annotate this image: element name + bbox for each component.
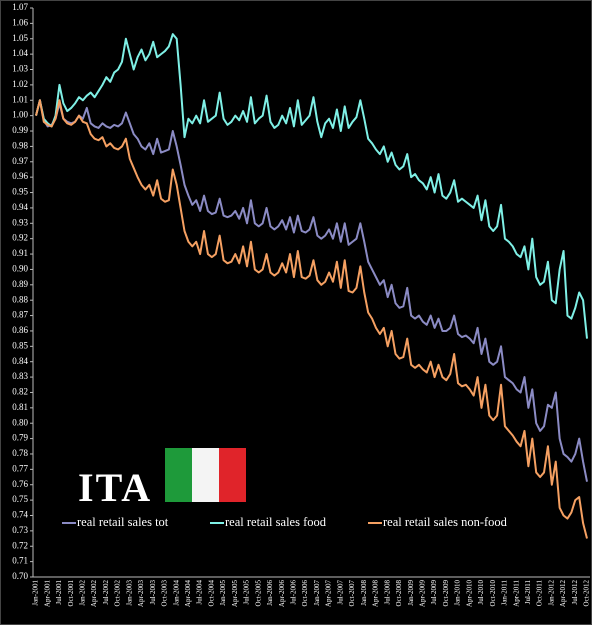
y-tick-label: 1.04 [12, 48, 28, 58]
y-tick-label: 0.87 [12, 310, 28, 320]
y-tick-label: 1.02 [12, 79, 28, 89]
y-tick-label: 0.83 [12, 371, 28, 381]
y-tick-label: 0.90 [12, 263, 28, 273]
x-tick-label: Apr-2002 [90, 580, 98, 608]
y-tick-label: 0.94 [12, 202, 28, 212]
x-tick-label: Jan-2004 [172, 580, 180, 606]
x-tick-label: Apr-2007 [325, 580, 333, 608]
y-tick-label: 0.71 [12, 556, 28, 566]
x-tick-label: Apr-2009 [418, 580, 426, 608]
x-tick-label: Jan-2009 [407, 580, 415, 606]
y-tick-label: 0.78 [12, 448, 28, 458]
y-tick-label: 1.06 [12, 17, 28, 27]
x-tick-label: Jul-2005 [243, 580, 251, 605]
series-line [35, 33, 588, 339]
x-tick-label: Jul-2007 [336, 580, 344, 605]
y-tick-label: 0.92 [12, 233, 28, 243]
x-tick-label: Oct-2007 [348, 580, 356, 607]
x-tick-label: Oct-2009 [442, 580, 450, 607]
x-tick-label: Jan-2008 [360, 580, 368, 606]
y-tick-label: 0.76 [12, 479, 28, 489]
y-tick-label: 0.80 [12, 417, 28, 427]
x-tick-label: Jul-2008 [383, 580, 391, 605]
x-tick-label: Oct-2002 [114, 580, 122, 607]
x-tick-label: Jul-2003 [149, 580, 157, 605]
x-tick-label: Oct-2006 [301, 580, 309, 607]
x-tick-label: Oct-2003 [161, 580, 169, 607]
y-tick-label: 0.89 [12, 279, 28, 289]
annotation: ITA [78, 465, 152, 510]
y-tick-label: 0.85 [12, 340, 28, 350]
y-tick-label: 0.98 [12, 140, 28, 150]
x-tick-label: Oct-2001 [67, 580, 75, 607]
x-tick-label: Jan-2001 [32, 580, 40, 606]
x-tick-label: Jan-2003 [125, 580, 133, 606]
x-tick-label: Oct-2010 [489, 580, 497, 607]
x-tick-label: Apr-2003 [137, 580, 145, 608]
x-tick-label: Jan-2006 [266, 580, 274, 606]
y-tick-label: 1.07 [12, 2, 28, 12]
x-tick-label: Jul-2012 [571, 580, 579, 605]
flag [165, 448, 246, 502]
y-tick-label: 1.05 [12, 33, 28, 43]
y-tick-label: 0.88 [12, 294, 28, 304]
x-tick-label: Apr-2001 [43, 580, 51, 608]
x-tick-label: Jan-2007 [313, 580, 321, 606]
x-tick-label: Jul-2010 [477, 580, 485, 605]
x-tick-label: Oct-2011 [536, 580, 544, 607]
legend-label: real retail sales tot [77, 515, 169, 529]
y-tick-label: 0.72 [12, 540, 28, 550]
y-tick-label: 0.84 [12, 356, 28, 366]
x-tick-label: Apr-2006 [278, 580, 286, 608]
y-tick-label: 0.74 [12, 510, 28, 520]
y-tick-label: 0.91 [12, 248, 28, 258]
x-tick-label: Jul-2004 [196, 580, 204, 605]
x-tick-label: Jul-2001 [55, 580, 63, 605]
y-tick-label: 0.70 [12, 571, 28, 581]
legend-label: real retail sales food [225, 515, 327, 529]
x-tick-label: Apr-2005 [231, 580, 239, 608]
x-tick-label: Apr-2010 [465, 580, 473, 608]
x-tick-label: Apr-2012 [559, 580, 567, 608]
x-tick-label: Jul-2006 [290, 580, 298, 605]
x-tick-label: Jul-2002 [102, 580, 110, 605]
series-line [35, 99, 588, 539]
y-tick-label: 0.81 [12, 402, 28, 412]
y-tick-label: 1.03 [12, 64, 28, 74]
x-tick-label: Apr-2004 [184, 580, 192, 608]
x-tick-label: Oct-2012 [583, 580, 591, 607]
x-tick-label: Oct-2005 [254, 580, 262, 607]
y-tick-label: 0.99 [12, 125, 28, 135]
series-line [35, 99, 588, 482]
x-tick-label: Jan-2010 [454, 580, 462, 606]
y-tick-label: 0.75 [12, 494, 28, 504]
x-tick-label: Jan-2002 [79, 580, 87, 606]
x-tick-label: Jan-2012 [547, 580, 555, 606]
x-tick-label: Jan-2005 [219, 580, 227, 606]
y-tick-label: 0.95 [12, 187, 28, 197]
x-tick-label: Oct-2008 [395, 580, 403, 607]
y-tick-label: 0.97 [12, 156, 28, 166]
legend-label: real retail sales non-food [383, 515, 508, 529]
y-tick-label: 0.96 [12, 171, 28, 181]
x-tick-label: Apr-2008 [372, 580, 380, 608]
y-tick-label: 0.86 [12, 325, 28, 335]
y-tick-label: 0.77 [12, 463, 28, 473]
y-tick-label: 0.82 [12, 387, 28, 397]
y-tick-label: 0.79 [12, 433, 28, 443]
y-tick-label: 1.01 [12, 94, 28, 104]
x-tick-label: Jul-2009 [430, 580, 438, 605]
x-tick-label: Jul-2011 [524, 580, 532, 605]
x-tick-label: Oct-2004 [207, 580, 215, 607]
y-tick-label: 0.93 [12, 217, 28, 227]
y-tick-label: 0.73 [12, 525, 28, 535]
x-tick-label: Jan-2011 [501, 580, 509, 606]
x-tick-label: Apr-2011 [512, 580, 520, 607]
y-tick-label: 1.00 [12, 110, 28, 120]
